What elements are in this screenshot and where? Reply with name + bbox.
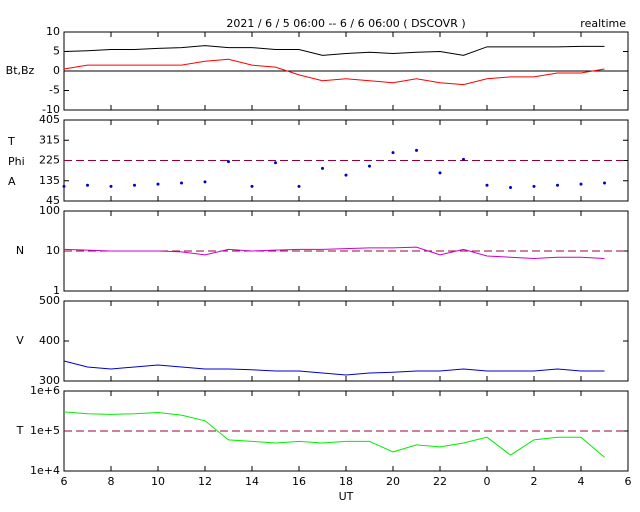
data-point [556,183,559,187]
data-point [509,186,512,189]
y-tick-label: 400 [39,334,60,347]
y-tick-label: 10 [46,244,60,257]
x-tick-label: 18 [339,475,353,488]
chart-title: 2021 / 6 / 5 06:00 -- 6 / 6 06:00 ( DSCO… [226,17,465,30]
series-line [63,411,605,458]
y-tick-label: 5 [53,45,60,58]
y-tick-label: 315 [39,133,60,146]
x-tick-label: 2 [531,475,538,488]
y-tick-label: 0 [53,64,60,77]
y-axis-label: N [16,244,24,257]
x-tick-label: 14 [245,475,259,488]
y-tick-label: 500 [39,294,60,307]
data-point [321,166,324,170]
data-point [203,180,207,184]
x-tick-label: 0 [484,475,491,488]
y-tick-label: 1e+6 [30,384,60,397]
x-tick-label: 12 [198,475,212,488]
y-tick-label: 1 [53,284,60,297]
x-tick-label: 10 [151,475,165,488]
series-line [63,45,605,56]
data-point [368,164,371,168]
y-axis-label: Bt,Bz [6,64,35,77]
data-point [86,183,89,187]
data-point [462,157,465,161]
series-line [63,58,605,86]
data-point [109,184,113,188]
y-axis-label: Phi [8,155,25,168]
data-point [579,182,583,186]
y-axis-label: A [8,175,16,188]
data-point [62,184,66,188]
data-point [603,181,606,185]
y-tick-label: 405 [39,113,60,126]
y-tick-label: 45 [46,194,60,207]
y-tick-label: -10 [42,103,60,116]
data-point [156,182,160,186]
y-tick-label: -5 [49,84,60,97]
data-point [485,183,489,187]
x-axis-label: UT [339,490,354,503]
y-axis-label: T [7,135,15,148]
data-point [532,184,536,188]
data-point [415,148,418,152]
x-tick-label: 20 [386,475,400,488]
data-point [438,171,442,175]
y-tick-label: 135 [39,174,60,187]
y-tick-label: 1e+4 [30,464,60,477]
y-tick-label: 10 [46,25,60,38]
x-tick-label: 6 [61,475,68,488]
data-point [250,184,254,188]
annotation: realtime [580,17,626,30]
data-point [180,181,183,185]
y-tick-label: 225 [39,154,60,167]
data-point [274,161,277,165]
x-tick-label: 4 [578,475,585,488]
data-point [344,173,348,177]
panel-frame [63,300,629,382]
y-axis-label: T [16,424,24,437]
y-tick-label: 300 [39,374,60,387]
x-tick-label: 6 [625,475,632,488]
y-axis-label: V [16,334,24,347]
data-point [297,184,301,188]
y-tick-label: 1e+5 [30,424,60,437]
data-point [133,183,136,187]
series-line [63,360,605,376]
x-tick-label: 8 [108,475,115,488]
series-line [63,246,605,259]
x-tick-label: 16 [292,475,306,488]
x-tick-label: 22 [433,475,447,488]
data-point [227,160,230,164]
data-point [391,151,395,155]
y-tick-label: 100 [39,204,60,217]
